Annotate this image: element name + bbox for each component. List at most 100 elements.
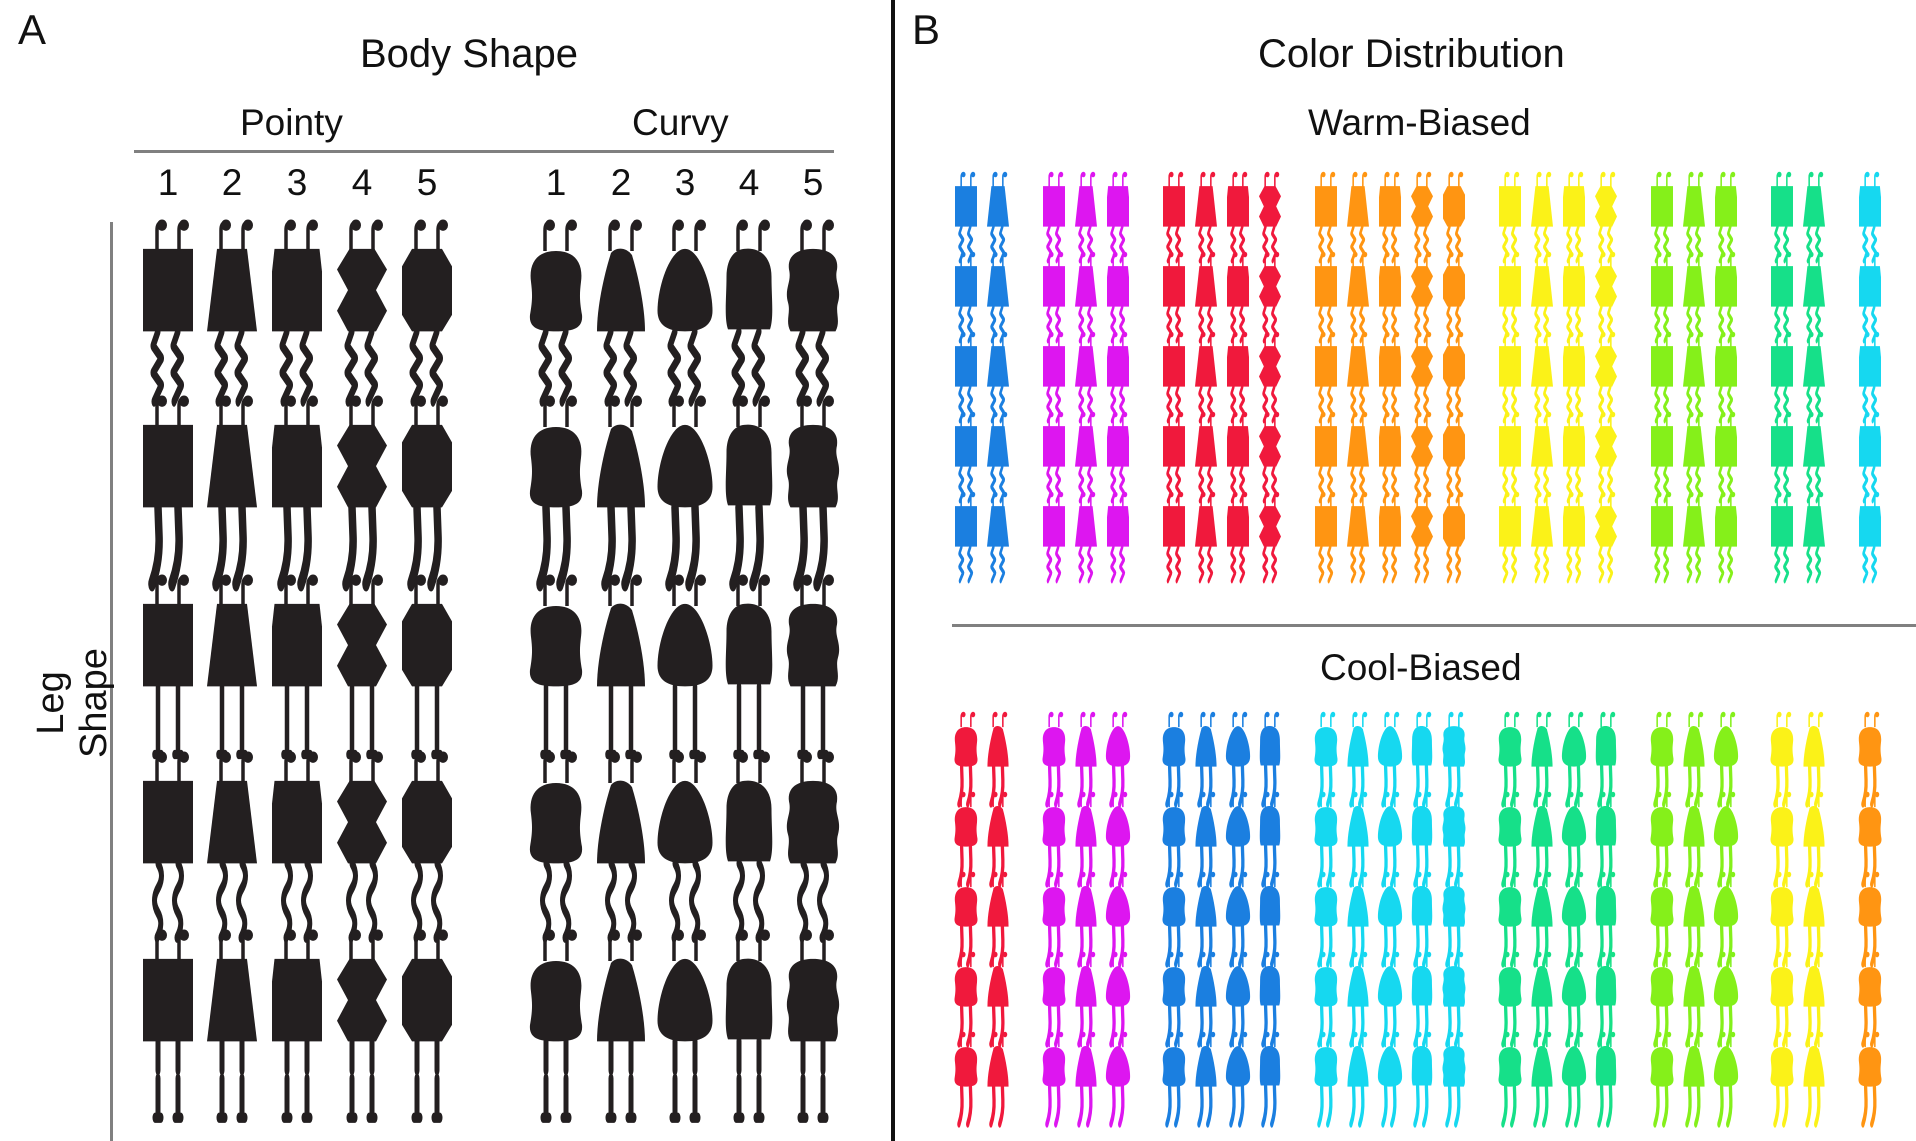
panel-a-figure-r4-c9 xyxy=(725,751,773,943)
body-tapered xyxy=(272,958,322,1042)
antenna-tip xyxy=(1058,871,1064,878)
antenna-tip xyxy=(1233,711,1238,718)
cool-figure-g4-n3-r3 xyxy=(1377,871,1403,968)
leg xyxy=(1381,842,1388,888)
leg xyxy=(966,1002,973,1048)
panel-a-figure-r3-c6 xyxy=(529,574,583,760)
leg xyxy=(1165,1082,1172,1128)
leg xyxy=(1382,544,1389,584)
antenna-tip xyxy=(1689,491,1694,498)
antenna-tip xyxy=(1730,951,1736,958)
antenna-tip xyxy=(1362,1031,1368,1038)
body-bullet xyxy=(1803,1046,1825,1087)
body-rect xyxy=(1771,266,1793,307)
leg xyxy=(431,858,443,943)
body-tapered xyxy=(1227,426,1249,467)
leg xyxy=(1166,544,1173,584)
antenna-tip xyxy=(1546,331,1552,338)
body-tapered xyxy=(1379,506,1401,547)
body-bean xyxy=(1259,806,1281,846)
cool-figure-g2-n3-r1 xyxy=(1105,711,1131,808)
antenna-tip xyxy=(1786,951,1792,958)
warm-figure-g2-n2-r3 xyxy=(1075,331,1097,424)
antenna-tip xyxy=(1657,1031,1662,1038)
cool-figure-g4-n1-r2 xyxy=(1314,791,1338,888)
leg xyxy=(1390,922,1397,968)
cool-figure-g4-n2-r5 xyxy=(1347,1031,1369,1128)
cool-figure-g7-n2-r2 xyxy=(1803,791,1825,888)
cool-figure-g3-n3-r5 xyxy=(1225,1031,1251,1128)
leg xyxy=(558,326,573,407)
body-octagon xyxy=(402,424,452,508)
antenna-tip xyxy=(1569,871,1574,878)
antenna-tip xyxy=(1242,1031,1248,1038)
antenna-tip xyxy=(1578,251,1584,258)
body-blob xyxy=(1314,887,1338,927)
leg xyxy=(1814,762,1821,808)
leg xyxy=(1270,922,1277,968)
antenna-tip xyxy=(1201,171,1206,178)
antenna-tip xyxy=(1081,491,1086,498)
cool-figure-g5-n3-r1 xyxy=(1561,711,1587,808)
body-tapered xyxy=(1227,266,1249,307)
leg xyxy=(1229,922,1236,968)
leg xyxy=(1270,842,1277,888)
warm-figure-g6-n3-r1 xyxy=(1715,171,1737,264)
antenna-tip xyxy=(1081,171,1086,178)
leg xyxy=(431,1036,443,1123)
antenna-tip xyxy=(1721,871,1726,878)
leg xyxy=(1197,1002,1204,1048)
antenna-tip xyxy=(1113,171,1118,178)
leg xyxy=(990,544,997,584)
body-trapezoid xyxy=(1683,266,1705,307)
antenna-tip xyxy=(1122,331,1128,338)
antenna-tip xyxy=(1537,331,1542,338)
leg xyxy=(1510,922,1517,968)
warm-cool-separator xyxy=(952,624,1916,627)
antenna-tip xyxy=(1385,871,1390,878)
warm-figure-g3-n2-r4 xyxy=(1195,411,1217,504)
warm-figure-g4-n3-r5 xyxy=(1379,491,1401,584)
antenna-tip xyxy=(1569,1031,1574,1038)
antenna-tip xyxy=(1809,1031,1814,1038)
antenna-tip xyxy=(1385,171,1390,178)
leg xyxy=(1565,1002,1572,1048)
panel-a-figure-r4-c10 xyxy=(786,751,840,943)
leg xyxy=(966,1082,973,1128)
antenna-tip xyxy=(1818,791,1824,798)
leg xyxy=(1662,762,1669,808)
antenna-tip xyxy=(738,929,748,941)
warm-figure-g6-n2-r3 xyxy=(1683,331,1705,424)
antenna-tip xyxy=(1321,871,1326,878)
body-egg xyxy=(1561,726,1587,767)
body-bullet xyxy=(1683,886,1705,927)
antenna-tip xyxy=(1818,491,1824,498)
panel-a-figure-r1-c8 xyxy=(657,219,713,407)
antenna-tip xyxy=(1002,791,1008,798)
cool-figure-g3-n2-r1 xyxy=(1195,711,1217,808)
leg xyxy=(1805,842,1812,888)
antenna-tip xyxy=(1505,331,1510,338)
antenna-tip xyxy=(961,871,966,878)
antenna-tip xyxy=(1514,331,1520,338)
antenna-tip xyxy=(1537,871,1542,878)
warm-figure-g1-n1-r1 xyxy=(955,171,977,264)
antenna-tip xyxy=(1514,1031,1520,1038)
antenna-tip xyxy=(1122,491,1128,498)
antenna-tip xyxy=(1178,491,1184,498)
body-egg xyxy=(1105,726,1131,767)
antenna-tip xyxy=(1786,411,1792,418)
antenna-tip xyxy=(1809,331,1814,338)
body-rect xyxy=(1043,506,1065,547)
leg xyxy=(1206,922,1213,968)
body-hourglass xyxy=(1595,346,1617,387)
antenna-tip xyxy=(1330,1031,1336,1038)
antenna-tip xyxy=(1353,491,1358,498)
leg xyxy=(1501,1002,1508,1048)
antenna-tip xyxy=(696,395,706,407)
body-blob xyxy=(1162,727,1186,767)
antenna-tip xyxy=(1321,411,1326,418)
antenna-tip xyxy=(1721,251,1726,258)
body-rect xyxy=(1163,506,1185,547)
panel-a-figure-r3-c3 xyxy=(272,574,322,760)
